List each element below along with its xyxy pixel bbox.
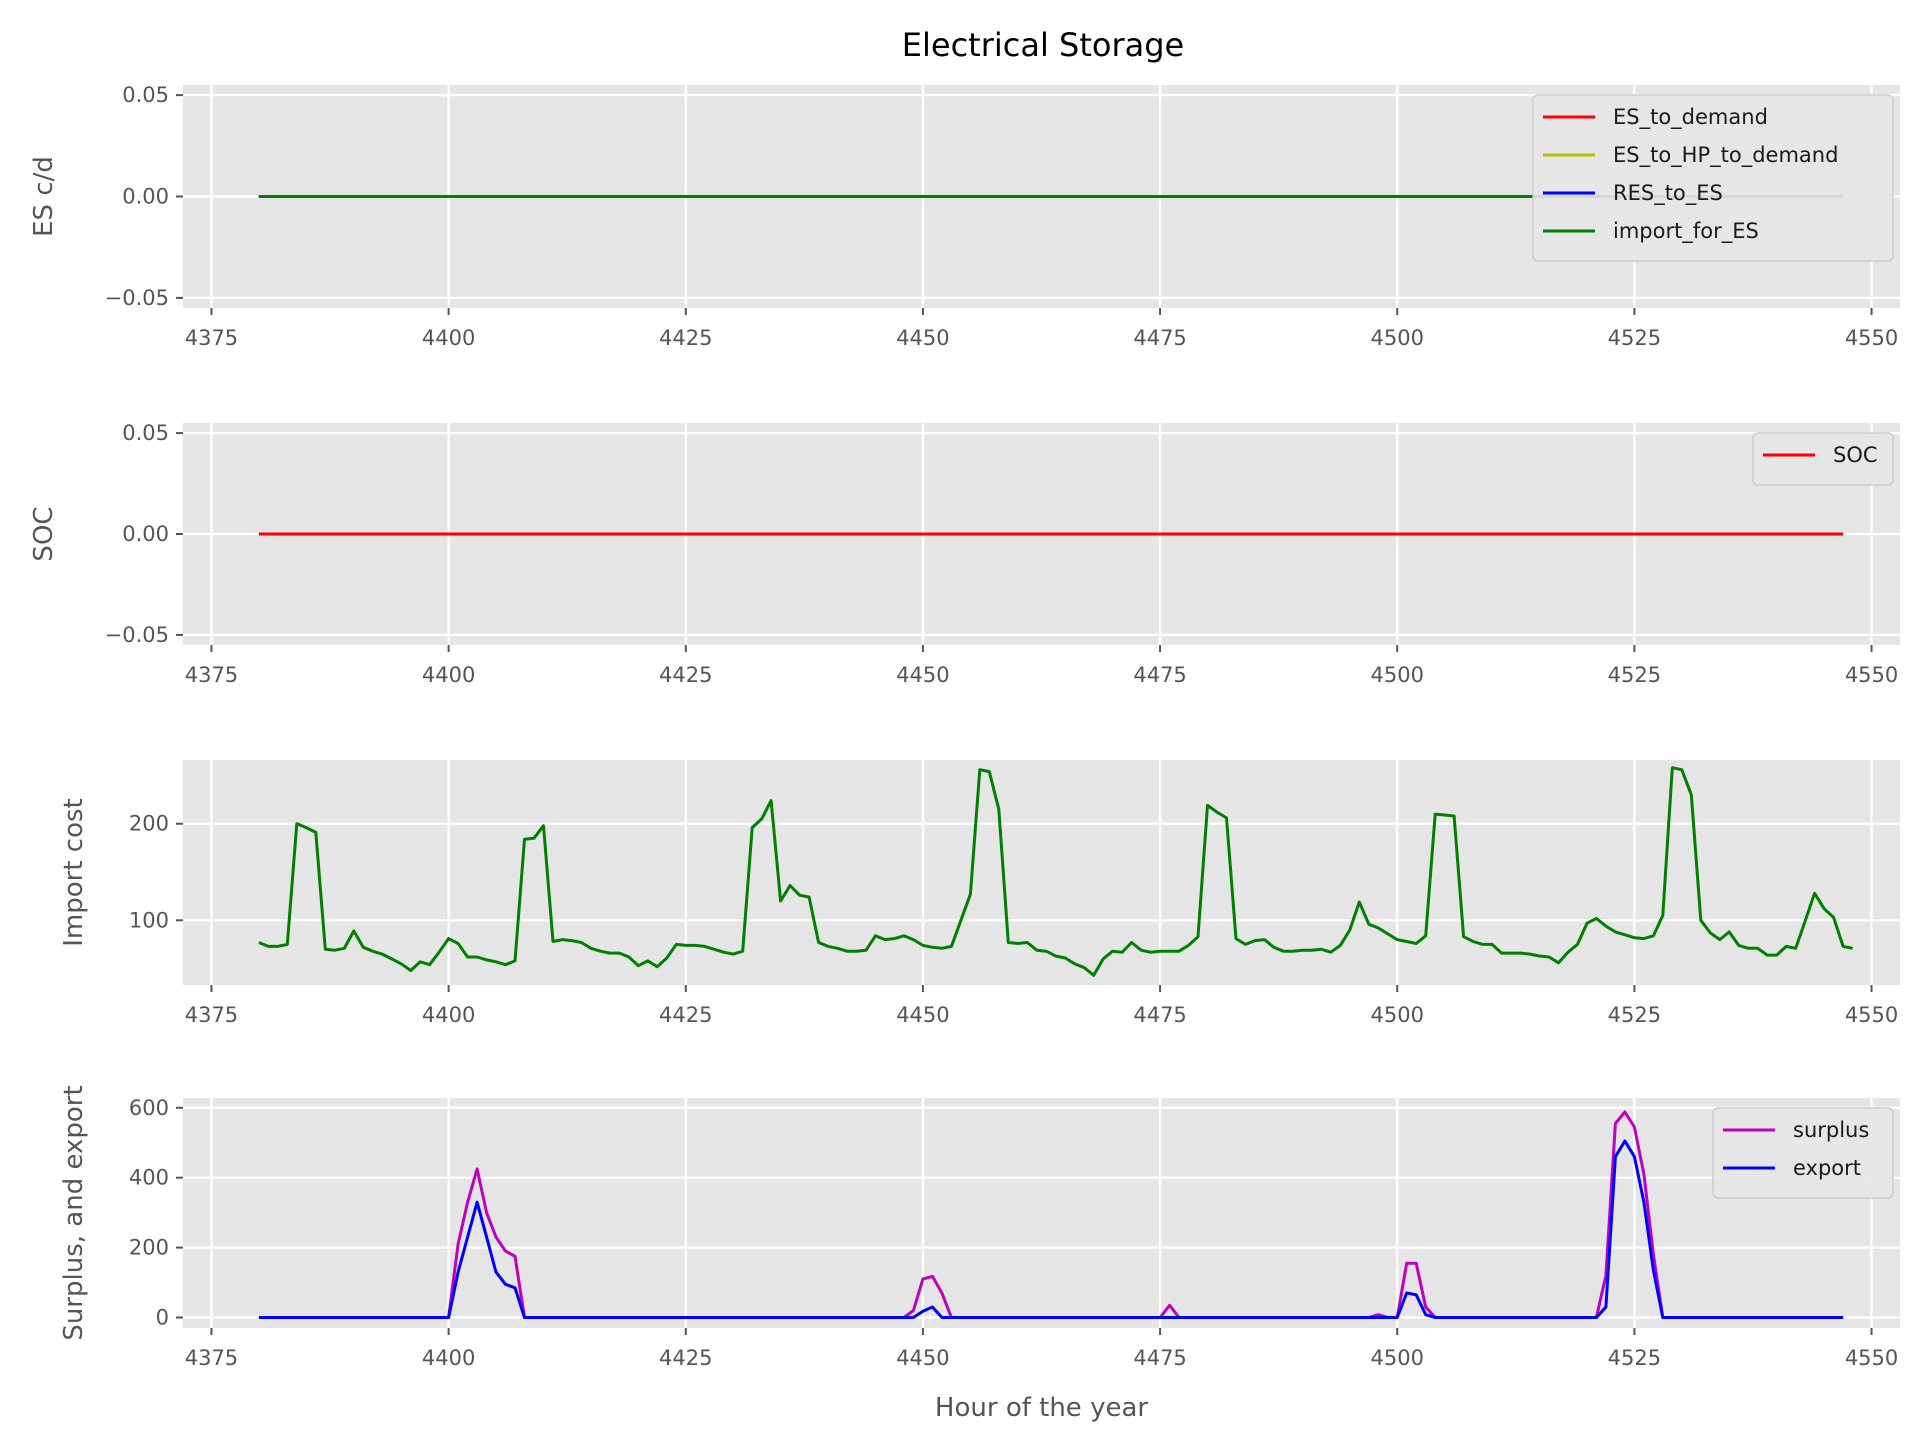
es-cd-y-tick-label: 0.00 bbox=[122, 185, 169, 209]
soc-x-tick-label: 4500 bbox=[1371, 663, 1424, 687]
es-cd-x-tick-label: 4425 bbox=[659, 326, 712, 350]
legend-label-surplus: surplus bbox=[1793, 1118, 1869, 1142]
surplus-export-x-tick-label: 4550 bbox=[1845, 1346, 1898, 1370]
es-cd-y-tick-label: 0.05 bbox=[122, 83, 169, 107]
soc-legend: SOC bbox=[1752, 432, 1894, 486]
import-cost-x-tick-label: 4375 bbox=[185, 1003, 238, 1027]
series-line-surplus bbox=[258, 1110, 1844, 1319]
es-cd-legend-frame bbox=[1532, 94, 1894, 262]
surplus-export-x-tick-label: 4425 bbox=[659, 1346, 712, 1370]
import-cost-y-axis-label: Import cost bbox=[59, 798, 89, 947]
legend-label-es-to-hp-to-demand: ES_to_HP_to_demand bbox=[1613, 143, 1838, 168]
es-cd-y-axis-label: ES c/d bbox=[29, 156, 59, 237]
import-cost-x-tick-label: 4425 bbox=[659, 1003, 712, 1027]
subplots: 4375 4400 4425 4450 4475 4500 4525 4550 −0.05 0.0… bbox=[29, 83, 1900, 1423]
import-cost-x-tick-label: 4525 bbox=[1608, 1003, 1661, 1027]
surplus-export-y-tick-label: 600 bbox=[129, 1096, 169, 1120]
soc-x-tick-label: 4525 bbox=[1608, 663, 1661, 687]
es-cd-x-tick-label: 4475 bbox=[1133, 326, 1186, 350]
series-line-export bbox=[258, 1139, 1844, 1319]
surplus-export-x-tick-label: 4475 bbox=[1133, 1346, 1186, 1370]
import-cost-x-tick-label: 4550 bbox=[1845, 1003, 1898, 1027]
surplus-export-x-tick-label: 4450 bbox=[896, 1346, 949, 1370]
surplus-export-x-tick-label: 4375 bbox=[185, 1346, 238, 1370]
es-cd-x-tick-label: 4375 bbox=[185, 326, 238, 350]
soc-y-tick-label: −0.05 bbox=[105, 623, 169, 647]
surplus-export-plot-area bbox=[183, 1098, 1900, 1328]
es-cd-x-tick-label: 4550 bbox=[1845, 326, 1898, 350]
import-cost-y-tick-label: 200 bbox=[129, 812, 169, 836]
es-cd-x-tick-label: 4450 bbox=[896, 326, 949, 350]
x-axis-label: Hour of the year bbox=[935, 1393, 1148, 1423]
surplus-export-y-axis-label: Surplus, and export bbox=[59, 1085, 89, 1340]
soc-x-tick-label: 4400 bbox=[422, 663, 475, 687]
surplus-export-x-tick-label: 4525 bbox=[1608, 1346, 1661, 1370]
series-line-import-cost bbox=[258, 766, 1853, 977]
es-cd-panel: 4375 4400 4425 4450 4475 4500 4525 4550 −0.05 0.0… bbox=[29, 83, 1900, 350]
es-cd-x-tick-label: 4525 bbox=[1608, 326, 1661, 350]
legend-label-export: export bbox=[1793, 1156, 1861, 1180]
soc-y-tick-label: 0.00 bbox=[122, 522, 169, 546]
soc-x-tick-label: 4450 bbox=[896, 663, 949, 687]
legend-label-es-to-demand: ES_to_demand bbox=[1613, 105, 1768, 130]
import-cost-x-tick-label: 4400 bbox=[422, 1003, 475, 1027]
surplus-export-panel: 4375 4400 4425 4450 4475 4500 4525 4550 0 200 400 6… bbox=[59, 1085, 1900, 1423]
es-cd-x-tick-label: 4500 bbox=[1371, 326, 1424, 350]
import-cost-x-tick-label: 4475 bbox=[1133, 1003, 1186, 1027]
surplus-export-y-tick-label: 400 bbox=[129, 1166, 169, 1190]
es-cd-legend: ES_to_demand ES_to_HP_to_demand RES_to_ESi… bbox=[1532, 94, 1894, 262]
figure-title: Electrical Storage bbox=[902, 26, 1184, 64]
surplus-export-x-tick-label: 4500 bbox=[1371, 1346, 1424, 1370]
soc-y-tick-label: 0.05 bbox=[122, 421, 169, 445]
import-cost-x-tick-label: 4500 bbox=[1371, 1003, 1424, 1027]
surplus-export-legend: surplus export bbox=[1712, 1107, 1894, 1199]
surplus-export-y-tick-label: 0 bbox=[156, 1306, 169, 1330]
legend-label-res-to-es: RES_to_ES bbox=[1613, 181, 1723, 206]
soc-x-tick-label: 4475 bbox=[1133, 663, 1186, 687]
import-cost-panel: 4375 4400 4425 4450 4475 4500 4525 4550 100 200 Im… bbox=[59, 760, 1900, 1027]
soc-y-axis-label: SOC bbox=[29, 506, 59, 561]
soc-x-tick-label: 4550 bbox=[1845, 663, 1898, 687]
legend-label-import-for-es: import_for_ES bbox=[1613, 219, 1759, 244]
surplus-export-x-tick-label: 4400 bbox=[422, 1346, 475, 1370]
es-cd-x-tick-label: 4400 bbox=[422, 326, 475, 350]
soc-legend-frame bbox=[1752, 432, 1894, 486]
import-cost-x-tick-label: 4450 bbox=[896, 1003, 949, 1027]
import-cost-plot-area bbox=[183, 760, 1900, 985]
surplus-export-y-tick-label: 200 bbox=[129, 1236, 169, 1260]
soc-panel: 4375 4400 4425 4450 4475 4500 4525 4550 −0.05 0.0… bbox=[29, 421, 1900, 687]
legend-label-soc: SOC bbox=[1833, 443, 1878, 467]
import-cost-y-tick-label: 100 bbox=[129, 908, 169, 932]
soc-x-tick-label: 4375 bbox=[185, 663, 238, 687]
soc-x-tick-label: 4425 bbox=[659, 663, 712, 687]
es-cd-y-tick-label: −0.05 bbox=[105, 286, 169, 310]
